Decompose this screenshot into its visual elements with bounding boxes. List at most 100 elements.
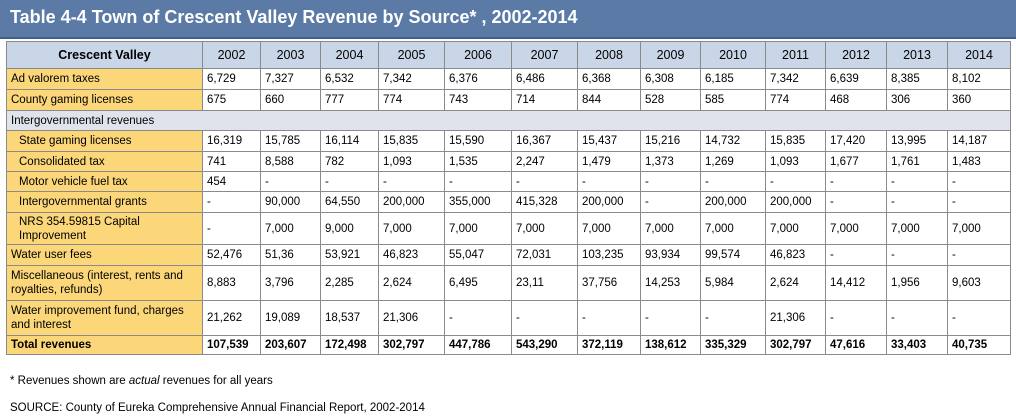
- table-cell: 7,342: [765, 68, 826, 90]
- footnote-emphasis: actual: [128, 375, 160, 387]
- table-cell: 774: [378, 89, 445, 111]
- table-cell: 200,000: [765, 191, 826, 213]
- table-cell: 468: [825, 89, 887, 111]
- source-note: SOURCE: County of Eureka Comprehensive A…: [10, 402, 425, 414]
- table-cell: -: [886, 171, 948, 192]
- table-row: State gaming licenses 16,319 15,785 16,114 1…: [6, 130, 1011, 152]
- table-cell: -: [640, 300, 701, 336]
- table-row: Water user fees 52,476 51,36 53,921 46,823 55…: [6, 244, 1011, 266]
- year-header: 2004: [320, 41, 379, 69]
- table-cell: 743: [444, 89, 512, 111]
- table-cell: 46,823: [765, 244, 826, 266]
- year-header: 2011: [765, 41, 826, 69]
- table-cell: 15,216: [640, 130, 701, 152]
- table-cell: 14,412: [825, 265, 887, 301]
- table-body: Ad valorem taxes 6,729 7,327 6,532 7,342 6,37…: [6, 68, 1011, 355]
- footnote-prefix: * Revenues shown are: [10, 375, 129, 387]
- table-row: Motor vehicle fuel tax 454- - - - - - - - - - - -: [6, 171, 1011, 192]
- year-header: 2007: [511, 41, 578, 69]
- table-cell: 15,785: [260, 130, 321, 152]
- row-label: Miscellaneous (interest, rents and royal…: [6, 265, 203, 301]
- table-row: County gaming licenses 675 660 777 774 743 714…: [6, 89, 1011, 111]
- table-cell: 172,498: [320, 335, 379, 355]
- table-cell: 6,486: [511, 68, 578, 90]
- table-cell: 7,327: [260, 68, 321, 90]
- row-label: County gaming licenses: [6, 89, 203, 111]
- table-cell: 1,761: [886, 151, 948, 172]
- table-cell: 40,735: [947, 335, 1011, 355]
- table-cell: 55,047: [444, 244, 512, 266]
- table-cell: 6,308: [640, 68, 701, 90]
- table-cell: 1,677: [825, 151, 887, 172]
- year-header: 2013: [886, 41, 948, 69]
- year-header: 2010: [700, 41, 766, 69]
- table-cell: -: [511, 300, 578, 336]
- table-cell: 5,984: [700, 265, 766, 301]
- table-cell: 543,290: [511, 335, 578, 355]
- table-cell: -: [577, 300, 641, 336]
- table-cell: 18,537: [320, 300, 379, 336]
- table-cell: 200,000: [378, 191, 445, 213]
- table-cell: 7,000: [577, 212, 641, 245]
- table-cell: 103,235: [577, 244, 641, 266]
- table-cell: 8,385: [886, 68, 948, 90]
- table-cell: 9,000: [320, 212, 379, 245]
- table-title-bar: Table 4-4 Town of Crescent Valley Revenu…: [0, 0, 1016, 39]
- table-cell: 2,624: [378, 265, 445, 301]
- table-cell: -: [260, 171, 321, 192]
- table-cell: 1,956: [886, 265, 948, 301]
- table-cell: 454: [202, 171, 261, 192]
- table-cell: 52,476: [202, 244, 261, 266]
- row-label: Intergovernmental revenues: [6, 110, 1011, 131]
- table-cell: 782: [320, 151, 379, 172]
- table-cell: 21,262: [202, 300, 261, 336]
- table-cell: -: [825, 300, 887, 336]
- table-cell: 6,185: [700, 68, 766, 90]
- table-cell: 14,732: [700, 130, 766, 152]
- year-header: 2003: [260, 41, 321, 69]
- table-cell: 777: [320, 89, 379, 111]
- table-cell: -: [640, 191, 701, 213]
- table-cell: 774: [765, 89, 826, 111]
- table-cell: -: [886, 300, 948, 336]
- year-header: 2012: [825, 41, 887, 69]
- table-cell: 7,000: [640, 212, 701, 245]
- table-row: NRS 354.59815 Capital Improvement -7,000 9…: [6, 212, 1011, 245]
- table-cell: 1,535: [444, 151, 512, 172]
- table-cell: 2,247: [511, 151, 578, 172]
- table-cell: 1,479: [577, 151, 641, 172]
- year-header: 2002: [202, 41, 261, 69]
- table-cell: 21,306: [378, 300, 445, 336]
- table-cell: 2,624: [765, 265, 826, 301]
- table-cell: 14,187: [947, 130, 1011, 152]
- footnote-suffix: revenues for all years: [159, 375, 273, 387]
- table-cell: 93,934: [640, 244, 701, 266]
- year-header: 2006: [444, 41, 512, 69]
- table-cell: 203,607: [260, 335, 321, 355]
- table-cell: 302,797: [378, 335, 445, 355]
- table-cell: 7,000: [765, 212, 826, 245]
- table-cell: 1,483: [947, 151, 1011, 172]
- table-cell: 46,823: [378, 244, 445, 266]
- table-cell: -: [947, 191, 1011, 213]
- table-cell: 7,000: [444, 212, 512, 245]
- table-cell: 585: [700, 89, 766, 111]
- table-cell: 6,729: [202, 68, 261, 90]
- table-cell: 844: [577, 89, 641, 111]
- table-cell: 6,376: [444, 68, 512, 90]
- table-cell: 23,11: [511, 265, 578, 301]
- row-label: Intergovernmental grants: [6, 191, 203, 213]
- table-cell: 53,921: [320, 244, 379, 266]
- table-cell: 372,119: [577, 335, 641, 355]
- table-cell: 9,603: [947, 265, 1011, 301]
- table-cell: 302,797: [765, 335, 826, 355]
- row-label: Total revenues: [6, 335, 203, 355]
- header-row: Crescent Valley 2002 2003 2004 2005 2006 2007…: [6, 41, 1011, 69]
- section-row: Intergovernmental revenues: [6, 110, 1011, 131]
- table-cell: 90,000: [260, 191, 321, 213]
- table-cell: -: [511, 171, 578, 192]
- table-cell: 7,000: [511, 212, 578, 245]
- row-label: Water user fees: [6, 244, 203, 266]
- table-cell: 1,093: [765, 151, 826, 172]
- table-cell: -: [378, 171, 445, 192]
